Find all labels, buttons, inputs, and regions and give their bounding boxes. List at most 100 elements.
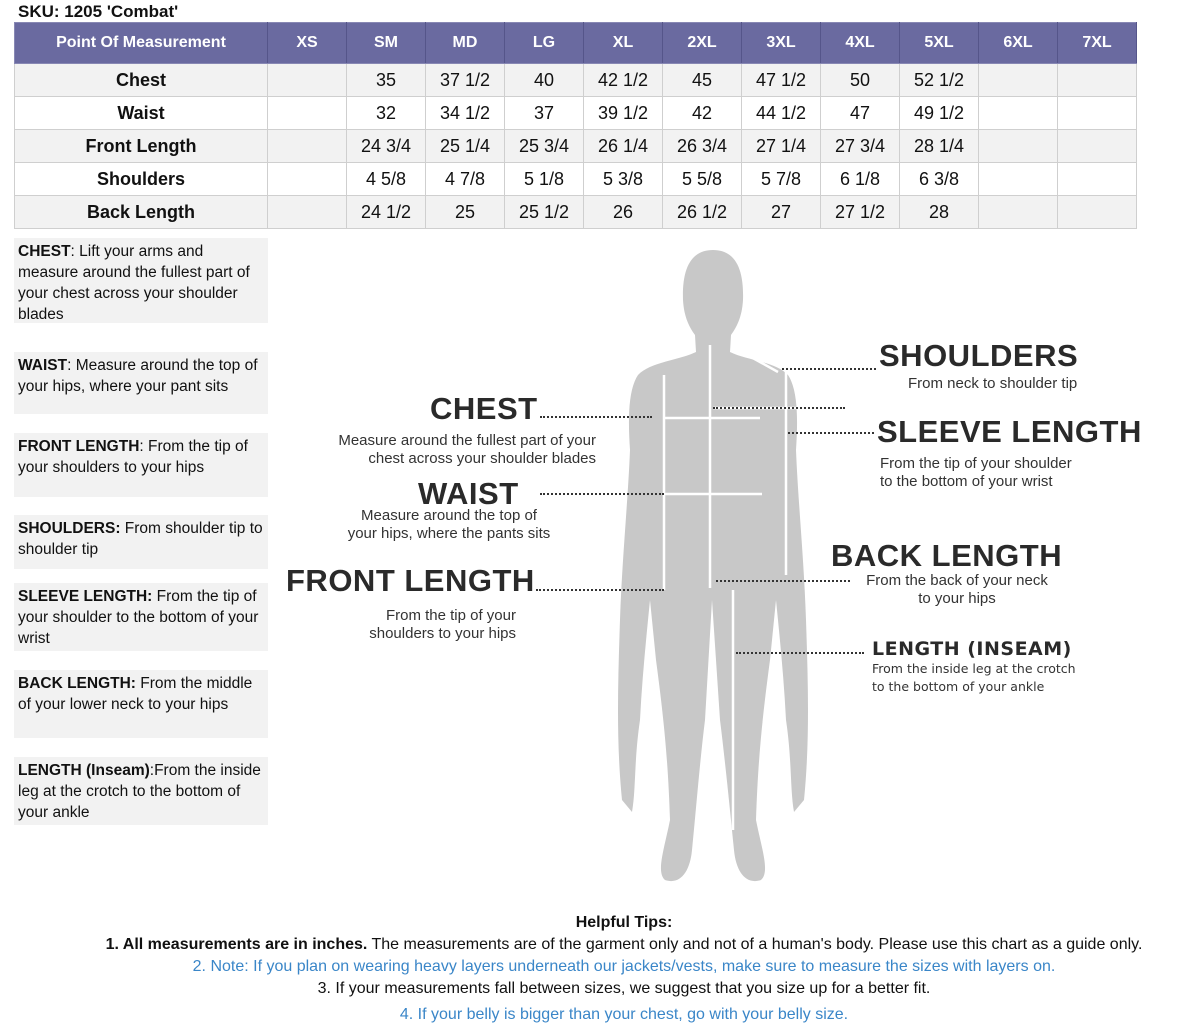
measurement-cell: 25 3/4 bbox=[504, 129, 584, 163]
note-term: BACK LENGTH: bbox=[18, 675, 136, 692]
size-table: Point Of Measurement XS SM MD LG XL 2XL 3XL 4XL 5… bbox=[14, 22, 1137, 229]
note-term: LENGTH (Inseam) bbox=[18, 762, 150, 779]
measurement-cell bbox=[978, 63, 1058, 97]
measurement-cell: 50 bbox=[820, 63, 900, 97]
measurement-cell: 28 bbox=[899, 195, 979, 229]
note-term: WAIST bbox=[18, 357, 68, 374]
measurement-cell: 49 1/2 bbox=[899, 96, 979, 130]
size-header: MD bbox=[425, 22, 505, 64]
measurement-cell: 24 3/4 bbox=[346, 129, 426, 163]
note-back-length: BACK LENGTH: From the middle of your low… bbox=[14, 670, 268, 738]
measurement-cell: 28 1/4 bbox=[899, 129, 979, 163]
size-header: XS bbox=[267, 22, 347, 64]
size-header: 3XL bbox=[741, 22, 821, 64]
size-header: 2XL bbox=[662, 22, 742, 64]
size-header: LG bbox=[504, 22, 584, 64]
measurement-cell bbox=[1057, 63, 1137, 97]
measurement-cell: 5 3/8 bbox=[583, 162, 663, 196]
inseam-desc: From the inside leg at the crotch to the … bbox=[872, 661, 1076, 694]
note-term: SLEEVE LENGTH: bbox=[18, 588, 153, 605]
chest-label: CHEST bbox=[430, 391, 538, 426]
tips-title: Helpful Tips: bbox=[575, 914, 673, 931]
back-length-label: BACK LENGTH bbox=[831, 538, 1063, 573]
measurement-cell bbox=[978, 96, 1058, 130]
tip-2: 2. Note: If you plan on wearing heavy la… bbox=[192, 958, 1056, 975]
measurement-cell: 25 1/4 bbox=[425, 129, 505, 163]
measurement-cell bbox=[1057, 129, 1137, 163]
measurement-cell: 52 1/2 bbox=[899, 63, 979, 97]
measurement-cell: 39 1/2 bbox=[583, 96, 663, 130]
note-inseam: LENGTH (Inseam):From the inside leg at t… bbox=[14, 757, 268, 825]
size-header: SM bbox=[346, 22, 426, 64]
measurement-cell bbox=[267, 129, 347, 163]
size-header: 4XL bbox=[820, 22, 900, 64]
measurement-cell: 26 bbox=[583, 195, 663, 229]
waist-desc: Measure around the top of your hips, wher… bbox=[347, 507, 551, 542]
measurement-cell: 26 1/4 bbox=[583, 129, 663, 163]
shoulders-label: SHOULDERS bbox=[879, 338, 1079, 373]
note-chest: CHEST: Lift your arms and measure around… bbox=[14, 238, 268, 323]
measurement-cell: 25 1/2 bbox=[504, 195, 584, 229]
measurement-cell bbox=[1057, 96, 1137, 130]
measurement-cell bbox=[267, 195, 347, 229]
measurement-cell: 27 1/4 bbox=[741, 129, 821, 163]
measurement-cell: 34 1/2 bbox=[425, 96, 505, 130]
note-text: : Lift your arms and measure around the … bbox=[18, 243, 250, 323]
chest-leader bbox=[540, 416, 652, 418]
note-shoulders: SHOULDERS: From shoulder tip to shoulder… bbox=[14, 515, 268, 569]
inseam-leader bbox=[736, 652, 864, 654]
table-row: Shoulders 4 5/8 4 7/8 5 1/8 5 3/8 5 5/8 5 7/8 6… bbox=[14, 162, 1137, 196]
measurement-cell: 45 bbox=[662, 63, 742, 97]
measurement-cell: 26 1/2 bbox=[662, 195, 742, 229]
measurement-cell: 6 3/8 bbox=[899, 162, 979, 196]
measurement-cell bbox=[1057, 162, 1137, 196]
measurement-cell bbox=[1057, 195, 1137, 229]
measurement-cell bbox=[978, 129, 1058, 163]
note-term: FRONT LENGTH bbox=[18, 438, 140, 455]
front-length-desc: From the tip of your shoulders to your hi… bbox=[369, 607, 516, 642]
measurement-name: Chest bbox=[14, 63, 268, 97]
size-header: 6XL bbox=[978, 22, 1058, 64]
measurement-cell: 35 bbox=[346, 63, 426, 97]
table-row: Chest 35 37 1/2 40 42 1/2 45 47 1/2 50 52 1/2 bbox=[14, 63, 1137, 97]
sku-title: SKU: 1205 'Combat' bbox=[18, 2, 179, 21]
measurement-cell: 5 7/8 bbox=[741, 162, 821, 196]
measurement-cell: 42 1/2 bbox=[583, 63, 663, 97]
measurement-cell: 25 bbox=[425, 195, 505, 229]
measurement-cell: 37 bbox=[504, 96, 584, 130]
front-length-label: FRONT LENGTH bbox=[286, 563, 535, 598]
note-text: From shoulder tip to shoulder tip bbox=[18, 520, 263, 558]
chest-line-leader bbox=[713, 407, 845, 409]
chest-desc: Measure around the fullest part of your c… bbox=[338, 432, 596, 467]
shoulders-desc: From neck to shoulder tip bbox=[908, 375, 1078, 392]
tip-3: 3. If your measurements fall between siz… bbox=[317, 980, 931, 997]
back-length-leader bbox=[716, 580, 850, 582]
sleeve-leader bbox=[788, 432, 874, 434]
measurement-cell: 4 7/8 bbox=[425, 162, 505, 196]
measurement-cell: 4 5/8 bbox=[346, 162, 426, 196]
measurement-cell: 27 1/2 bbox=[820, 195, 900, 229]
note-sleeve-length: SLEEVE LENGTH: From the tip of your shou… bbox=[14, 583, 268, 651]
sleeve-length-label: SLEEVE LENGTH bbox=[877, 414, 1142, 449]
note-term: SHOULDERS: bbox=[18, 520, 121, 537]
waist-leader bbox=[540, 493, 664, 495]
measurement-cell: 24 1/2 bbox=[346, 195, 426, 229]
note-waist: WAIST: Measure around the top of your hi… bbox=[14, 352, 268, 414]
measurement-cell bbox=[267, 96, 347, 130]
note-text: From the middle of your lower neck to yo… bbox=[18, 675, 253, 713]
front-length-leader bbox=[536, 589, 664, 591]
tip-1: 1. All measurements are in inches. The m… bbox=[105, 936, 1143, 953]
table-header-row: Point Of Measurement XS SM MD LG XL 2XL 3XL 4XL 5… bbox=[14, 22, 1137, 64]
tip-4: 4. If your belly is bigger than your che… bbox=[399, 1006, 849, 1023]
sleeve-length-desc: From the tip of your shoulder to the bott… bbox=[880, 455, 1072, 490]
waist-label: WAIST bbox=[418, 476, 519, 511]
note-front-length: FRONT LENGTH: From the tip of your shoul… bbox=[14, 433, 268, 497]
note-text: :From the inside leg at the crotch to th… bbox=[18, 762, 261, 821]
measurement-cell: 27 bbox=[741, 195, 821, 229]
measurement-cell: 27 3/4 bbox=[820, 129, 900, 163]
shoulders-leader bbox=[782, 368, 876, 370]
size-header: 5XL bbox=[899, 22, 979, 64]
inseam-label: LENGTH (INSEAM) bbox=[872, 638, 1072, 660]
